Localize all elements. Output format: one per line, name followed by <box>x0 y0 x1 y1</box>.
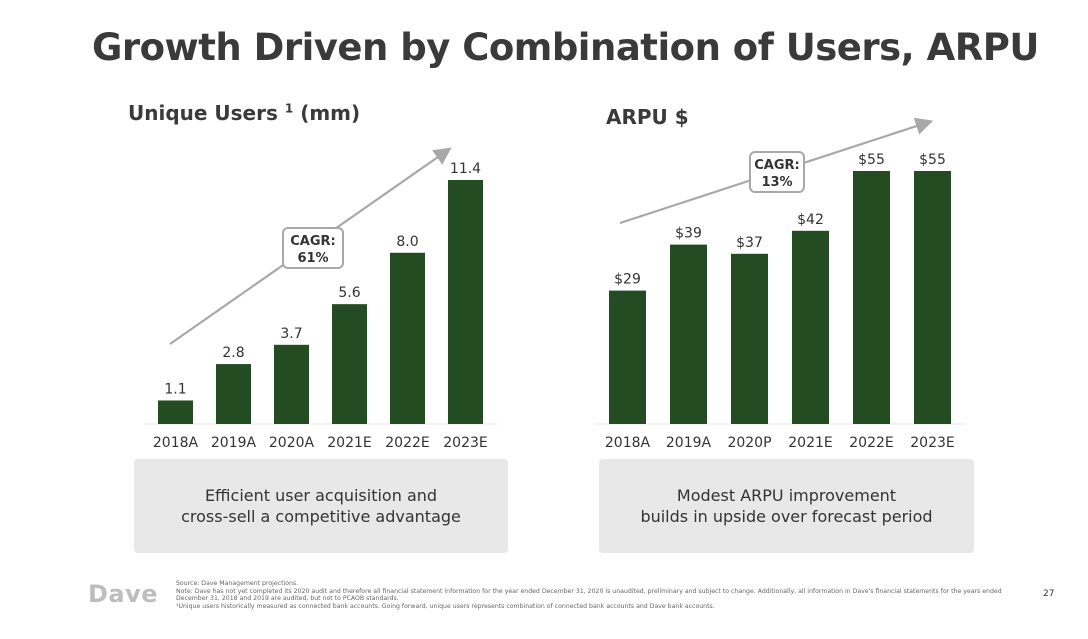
users-bar <box>158 400 193 424</box>
users-title-main: Unique Users <box>128 101 278 125</box>
users-title-unit: (mm) <box>300 101 361 125</box>
users-data-label: 1.1 <box>164 381 186 397</box>
arpu-bar <box>853 171 890 424</box>
arpu-cagr-badge: CAGR: 13% <box>749 151 805 193</box>
users-category-label: 2022E <box>385 435 429 451</box>
arpu-category-label: 2022E <box>849 435 893 451</box>
arpu-data-label: $55 <box>858 152 885 168</box>
users-cagr-label: CAGR: <box>290 234 336 249</box>
users-bar-chart: 1.1 2018A 2.8 2019A 3.7 2020A 5.6 2021E 8.0 2022E… <box>144 147 497 451</box>
footnotes: Source: Dave Management projections. Not… <box>176 580 1026 610</box>
users-callout-line: cross-sell a competitive advantage <box>181 507 461 526</box>
users-category-label: 2021E <box>327 435 371 451</box>
users-data-label: 8.0 <box>396 234 418 250</box>
users-cagr-badge: CAGR: 61% <box>282 227 344 269</box>
arpu-bar <box>792 230 829 424</box>
footnote-line: Source: Dave Management projections. <box>176 580 299 587</box>
dave-logo: Dave <box>88 580 159 608</box>
users-bar <box>332 304 367 424</box>
page-number: 27 <box>1043 589 1055 599</box>
arpu-category-label: 2019A <box>666 435 712 451</box>
users-cagr-value: 61% <box>297 251 329 266</box>
arpu-data-label: $37 <box>736 235 763 251</box>
footnote-line: ¹Unique users historically measured as c… <box>176 602 715 610</box>
arpu-cagr-value: 13% <box>761 175 793 190</box>
users-data-label: 2.8 <box>222 345 244 361</box>
arpu-callout-line: Modest ARPU improvement <box>676 486 897 505</box>
arpu-category-label: 2021E <box>788 435 832 451</box>
arpu-chart-title: ARPU $ <box>606 105 689 129</box>
users-data-label: 5.6 <box>338 285 360 301</box>
users-bar <box>274 344 309 424</box>
page-title: Growth Driven by Combination of Users, A… <box>92 26 1039 69</box>
users-data-label: 3.7 <box>280 326 302 342</box>
users-callout-line: Efficient user acquisition and <box>204 486 438 505</box>
arpu-bar-chart: $29 2018A $39 2019A $37 2020P $42 2021E $55 2022E… <box>595 117 965 451</box>
arpu-category-label: 2023E <box>910 435 954 451</box>
users-category-label: 2018A <box>153 435 199 451</box>
users-title-footnote-marker: 1 <box>284 101 294 116</box>
users-bar <box>390 252 425 424</box>
users-chart-title: Unique Users 1 (mm) <box>128 101 360 125</box>
users-bar <box>448 180 483 424</box>
users-callout-box: Efficient user acquisition and cross-sel… <box>134 459 508 553</box>
arpu-bar <box>914 171 951 424</box>
arpu-data-label: $29 <box>614 272 641 288</box>
users-category-label: 2023E <box>443 435 487 451</box>
users-category-label: 2019A <box>211 435 257 451</box>
arpu-data-label: $55 <box>919 152 946 168</box>
arpu-category-label: 2018A <box>605 435 651 451</box>
users-data-label: 11.4 <box>450 161 481 177</box>
arpu-data-label: $39 <box>675 226 702 242</box>
arpu-data-label: $42 <box>797 212 824 228</box>
arpu-bar <box>609 290 646 424</box>
users-bar <box>216 364 251 424</box>
arpu-callout-box: Modest ARPU improvement builds in upside… <box>599 459 974 553</box>
arpu-callout-line: builds in upside over forecast period <box>640 507 933 526</box>
arpu-bar <box>731 253 768 424</box>
arpu-bar <box>670 244 707 424</box>
footnote-line: December 31, 2018 and 2019 are audited, … <box>176 595 399 603</box>
arpu-cagr-label: CAGR: <box>754 158 800 173</box>
arpu-category-label: 2020P <box>727 435 771 451</box>
users-category-label: 2020A <box>269 435 315 451</box>
footnote-line: Note: Dave has not yet completed its 202… <box>176 587 1002 595</box>
